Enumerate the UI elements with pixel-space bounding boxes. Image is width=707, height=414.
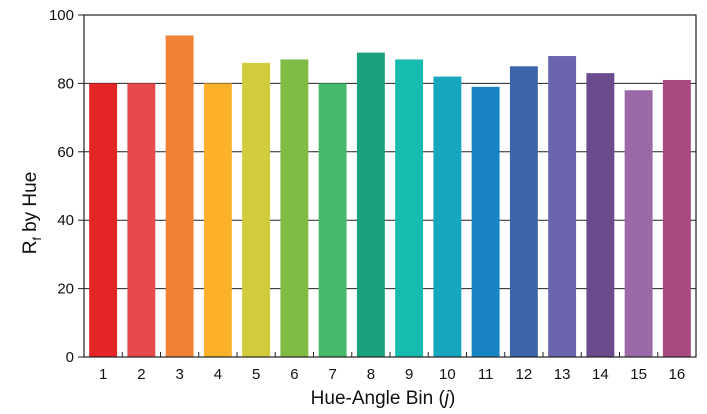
bar-11: [471, 86, 500, 357]
bar-3: [165, 35, 194, 358]
x-tick-label-15: 15: [630, 366, 647, 383]
bar-2: [127, 83, 156, 358]
x-tick-label-6: 6: [290, 366, 298, 383]
bars-group: [89, 35, 691, 358]
x-tick-label-5: 5: [252, 366, 260, 383]
bar-5: [242, 62, 271, 357]
x-axis-title-suffix: ): [449, 388, 455, 409]
y-tick-label-100: 100: [49, 7, 74, 24]
x-tick-label-1: 1: [99, 366, 107, 383]
x-tick-label-9: 9: [405, 366, 413, 383]
bar-1: [89, 83, 118, 358]
y-tick-label-80: 80: [57, 75, 74, 92]
bar-9: [395, 59, 424, 358]
x-tick-label-2: 2: [137, 366, 145, 383]
bar-6: [280, 59, 309, 358]
x-tick-label-11: 11: [478, 366, 494, 383]
bar-8: [356, 52, 385, 358]
x-axis-title-prefix: Hue-Angle Bin (: [311, 388, 446, 409]
y-tick-label-40: 40: [57, 212, 74, 229]
bar-13: [548, 56, 577, 357]
bar-14: [586, 73, 615, 357]
x-tick-label-7: 7: [328, 366, 336, 383]
bar-15: [624, 90, 653, 358]
x-tick-label-8: 8: [367, 366, 375, 383]
y-tick-label-60: 60: [57, 144, 74, 161]
x-tick-label-13: 13: [554, 366, 571, 383]
plot-frame: [83, 14, 697, 358]
bar-4: [203, 83, 232, 358]
bar-7: [318, 83, 347, 358]
y-axis-title-subscript: f: [30, 237, 44, 241]
x-tick-labels: 1 2 3 4 5 6 7 8 9 10 11 12 13 14 15 16: [99, 366, 685, 383]
y-tick-labels: 0 20 40 60 80 100: [49, 7, 74, 366]
bar-12: [509, 66, 538, 358]
x-tick-label-12: 12: [516, 366, 533, 383]
x-axis-title-var: j: [442, 388, 450, 409]
x-tick-label-10: 10: [439, 366, 456, 383]
y-axis-title: Rf by Hue: [20, 172, 44, 255]
bar-16: [662, 79, 691, 357]
y-axis-title-main: R: [20, 241, 41, 255]
x-tick-label-3: 3: [175, 366, 183, 383]
x-tick-label-14: 14: [592, 366, 609, 383]
y-axis-title-rest: by Hue: [20, 172, 41, 237]
axes-group: [78, 14, 697, 358]
x-tick-label-4: 4: [214, 366, 222, 383]
x-tick-label-16: 16: [669, 366, 686, 383]
y-tick-label-0: 0: [66, 349, 74, 366]
y-tick-label-20: 20: [57, 281, 74, 298]
bar-10: [433, 76, 462, 357]
x-axis-title: Hue-Angle Bin (j): [311, 388, 456, 409]
